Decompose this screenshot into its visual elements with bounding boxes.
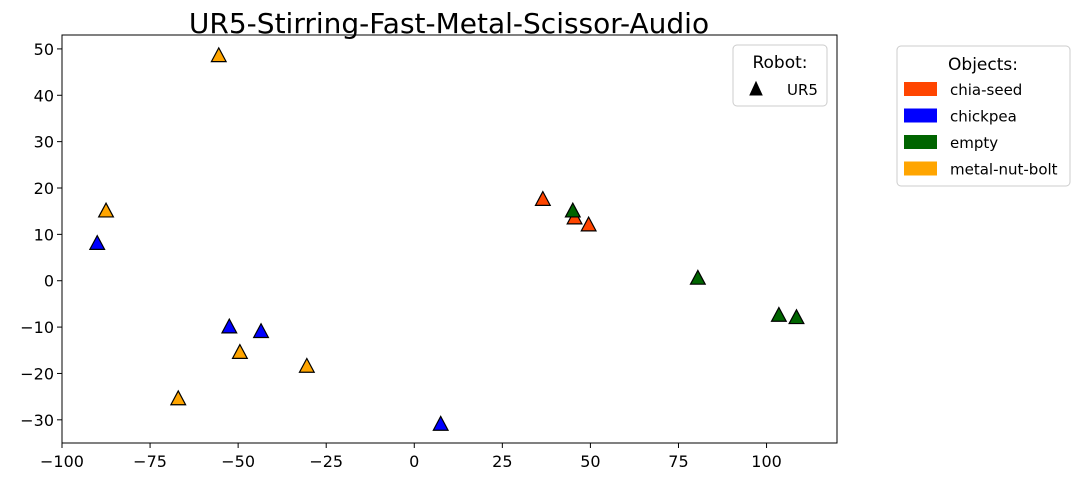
object-legend-swatch-empty (904, 135, 937, 149)
x-tick-label: −75 (133, 452, 167, 471)
x-tick-label: 100 (751, 452, 782, 471)
data-points (88, 46, 805, 431)
y-tick-label: −10 (20, 318, 54, 337)
data-point-chickpea (252, 322, 270, 339)
object-legend-swatch-chia-seed (904, 82, 937, 96)
y-tick-label: 20 (34, 179, 54, 198)
data-point-metal-nut-bolt (210, 46, 228, 63)
robot-legend: Robot: UR5 (732, 44, 828, 107)
object-legend-label-chia-seed: chia-seed (950, 81, 1022, 99)
y-tick-label: −30 (20, 411, 54, 430)
plot-axes (61, 34, 838, 444)
x-axis: −100 −75 −50 −25 0 25 50 75 100 (40, 443, 782, 471)
data-point-metal-nut-bolt (97, 201, 115, 218)
robot-legend-label-ur5: UR5 (787, 81, 818, 99)
x-tick-label: 25 (492, 452, 512, 471)
x-tick-label: −25 (309, 452, 343, 471)
object-legend-label-metal-nut-bolt: metal-nut-bolt (950, 161, 1058, 179)
x-tick-label: −50 (221, 452, 255, 471)
y-tick-label: 50 (34, 40, 54, 59)
y-tick-label: 30 (34, 133, 54, 152)
data-point-metal-nut-bolt (231, 343, 249, 359)
data-point-metal-nut-bolt (169, 389, 187, 406)
data-point-empty (770, 306, 788, 322)
object-legend-label-empty: empty (950, 134, 998, 152)
y-tick-label: 40 (34, 86, 54, 105)
data-point-chia-seed (580, 215, 598, 232)
object-legend-label-chickpea: chickpea (950, 108, 1017, 126)
object-legend-frame (896, 45, 1071, 187)
x-tick-label: 50 (580, 452, 600, 471)
y-tick-label: 0 (44, 272, 54, 291)
x-tick-label: 75 (668, 452, 688, 471)
x-tick-label: 0 (409, 452, 419, 471)
object-legend: Objects: chia-seed chickpea empty metal-nut… (896, 45, 1071, 187)
y-tick-label: −20 (20, 364, 54, 383)
x-tick-label: −100 (40, 452, 84, 471)
data-point-chickpea (220, 317, 238, 334)
data-point-empty (564, 201, 582, 218)
data-point-chickpea (88, 234, 106, 250)
data-point-empty (689, 269, 707, 285)
data-point-chickpea (432, 415, 450, 431)
data-point-metal-nut-bolt (298, 357, 316, 373)
robot-legend-title: Robot: (752, 53, 807, 73)
y-tick-label: 10 (34, 225, 54, 244)
data-point-empty (788, 308, 805, 325)
data-point-chia-seed (534, 190, 552, 206)
object-legend-swatch-chickpea (904, 108, 937, 123)
object-legend-swatch-metal-nut-bolt (904, 161, 937, 176)
plot-frame (61, 34, 838, 444)
robot-legend-marker-ur5 (749, 80, 763, 96)
y-axis: −30 −20 −10 0 10 20 30 40 50 (20, 40, 62, 430)
object-legend-title: Objects: (948, 55, 1018, 75)
